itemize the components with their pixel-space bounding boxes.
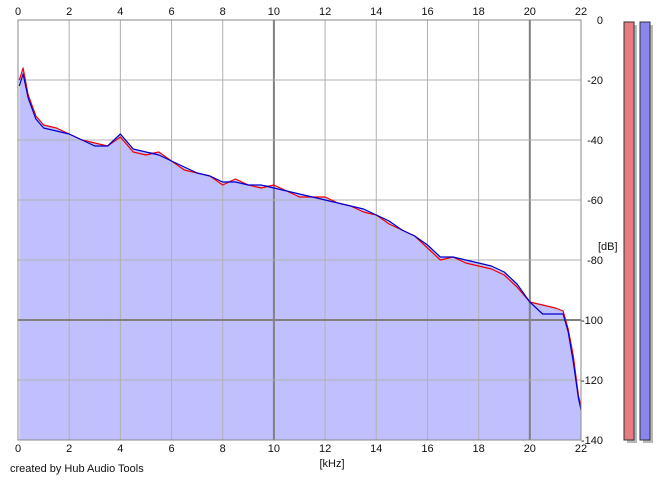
x-axis-label: [kHz] xyxy=(319,458,344,470)
y-tick-label: -140 xyxy=(581,435,603,447)
x-tick-label-top: 14 xyxy=(370,6,382,18)
x-tick-label-top: 18 xyxy=(473,6,485,18)
x-tick-label-top: 12 xyxy=(319,6,331,18)
x-tick-label-bottom: 10 xyxy=(268,443,280,455)
channel-meters xyxy=(623,21,653,443)
x-tick-label-bottom: 22 xyxy=(575,443,587,455)
y-tick-label: -20 xyxy=(587,75,603,87)
y-tick-label: -40 xyxy=(587,135,603,147)
x-tick-label-bottom: 12 xyxy=(319,443,331,455)
x-tick-label-bottom: 14 xyxy=(370,443,382,455)
y-tick-label: -100 xyxy=(581,315,603,327)
x-tick-label-bottom: 4 xyxy=(117,443,123,455)
y-tick-label: -80 xyxy=(587,255,603,267)
x-tick-label-bottom: 18 xyxy=(473,443,485,455)
y-tick-label: -120 xyxy=(581,375,603,387)
y-tick-labels: 0 -20 -40 -60 -80 -100 -120 -140 xyxy=(581,15,603,447)
x-tick-label-bottom: 0 xyxy=(15,443,21,455)
x-tick-label-top: 4 xyxy=(117,6,123,18)
x-tick-label-top: 22 xyxy=(575,6,587,18)
spectrum-area xyxy=(19,68,582,440)
credit-text: created by Hub Audio Tools xyxy=(10,463,144,475)
x-tick-label-bottom: 6 xyxy=(168,443,174,455)
meter-right xyxy=(639,21,651,441)
x-tick-label-top: 10 xyxy=(268,6,280,18)
x-tick-label-bottom: 16 xyxy=(421,443,433,455)
y-tick-label: 0 xyxy=(597,15,603,27)
series-line-left xyxy=(18,67,582,408)
x-tick-labels-top: 0 2 4 6 8 10 12 14 16 18 20 22 xyxy=(15,6,587,18)
x-tick-label-top: 16 xyxy=(421,6,433,18)
meter-left xyxy=(623,21,635,441)
series-line-right xyxy=(18,73,582,411)
spectrum-fill xyxy=(19,68,582,440)
y-axis-label: [dB] xyxy=(598,241,618,253)
x-tick-label-top: 20 xyxy=(524,6,536,18)
y-tick-label: -60 xyxy=(587,195,603,207)
x-tick-label-top: 2 xyxy=(66,6,72,18)
x-tick-labels-bottom: 0 2 4 6 8 10 12 14 16 18 20 22 xyxy=(15,443,587,455)
x-tick-label-top: 6 xyxy=(168,6,174,18)
plot-frame xyxy=(17,19,582,441)
x-tick-label-bottom: 2 xyxy=(66,443,72,455)
series-lines xyxy=(18,67,582,411)
x-tick-label-top: 0 xyxy=(15,6,21,18)
x-tick-label-top: 8 xyxy=(220,6,226,18)
x-tick-label-bottom: 8 xyxy=(220,443,226,455)
x-tick-label-bottom: 20 xyxy=(524,443,536,455)
